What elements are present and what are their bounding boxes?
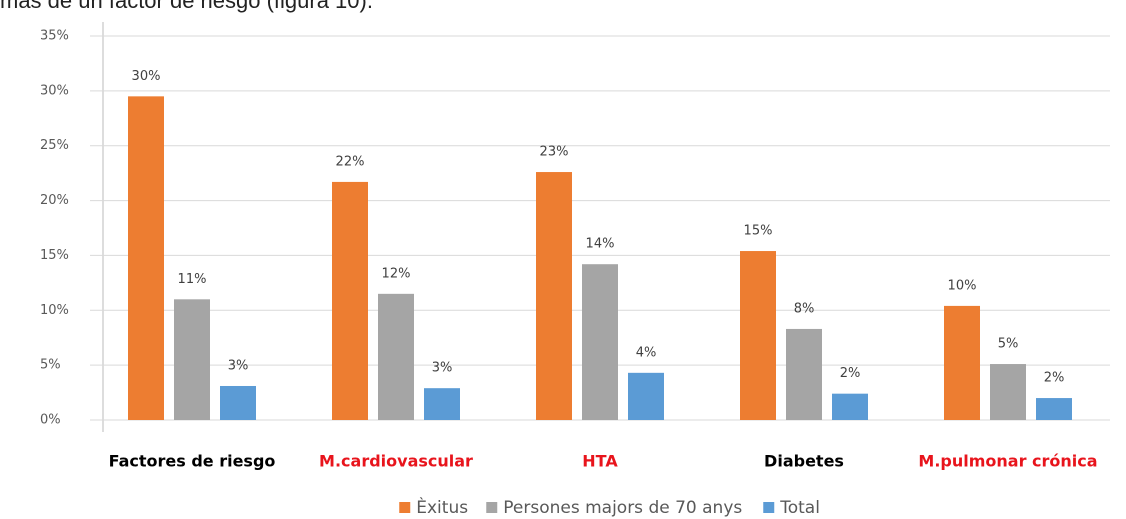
y-tick-label: 5% [40, 358, 61, 373]
value-label: 10% [948, 278, 977, 293]
bar [786, 328, 822, 420]
x-tick-label: Factores de riesgo [109, 452, 276, 471]
bar [944, 305, 980, 420]
bar [424, 388, 460, 420]
value-label: 2% [1044, 371, 1065, 386]
bar [220, 385, 256, 420]
bar [536, 172, 572, 420]
bar [332, 181, 368, 420]
legend-label: Persones majors de 70 anys [503, 498, 742, 518]
value-label: 30% [132, 69, 161, 84]
value-label: 14% [586, 237, 615, 252]
value-label: 11% [178, 272, 207, 287]
bar [832, 393, 868, 420]
legend-swatch [399, 502, 411, 513]
value-label: 15% [744, 224, 773, 239]
y-tick-label: 20% [40, 193, 69, 208]
value-label: 12% [382, 266, 411, 281]
bar [740, 251, 776, 420]
legend-label: Total [779, 498, 820, 518]
y-tick-label: 10% [40, 303, 69, 318]
bar [990, 364, 1026, 420]
value-label: 22% [336, 154, 365, 169]
x-tick-label: M.cardiovascular [319, 452, 473, 471]
bar [174, 299, 210, 420]
value-label: 23% [540, 145, 569, 160]
y-tick-label: 35% [40, 29, 69, 44]
intro-text: más de un factor de riesgo (figura 10). [0, 0, 373, 13]
value-label: 4% [636, 345, 657, 360]
value-label: 8% [794, 301, 815, 316]
y-tick-label: 0% [40, 413, 61, 428]
bar [1036, 398, 1072, 420]
legend-swatch [486, 502, 498, 513]
value-label: 2% [840, 366, 861, 381]
legend-swatch [763, 502, 775, 513]
y-tick-label: 30% [40, 83, 69, 98]
y-tick-label: 15% [40, 248, 69, 263]
y-tick-label: 25% [40, 138, 69, 153]
value-label: 3% [228, 358, 249, 373]
bar [378, 293, 414, 420]
value-label: 3% [432, 361, 453, 376]
bar [628, 372, 664, 420]
bar [582, 264, 618, 420]
value-label: 5% [998, 337, 1019, 352]
x-tick-label: M.pulmonar crónica [918, 452, 1097, 471]
x-tick-label: Diabetes [764, 452, 844, 471]
bar [128, 96, 164, 420]
legend-label: Èxitus [416, 496, 468, 518]
x-tick-label: HTA [582, 452, 618, 471]
